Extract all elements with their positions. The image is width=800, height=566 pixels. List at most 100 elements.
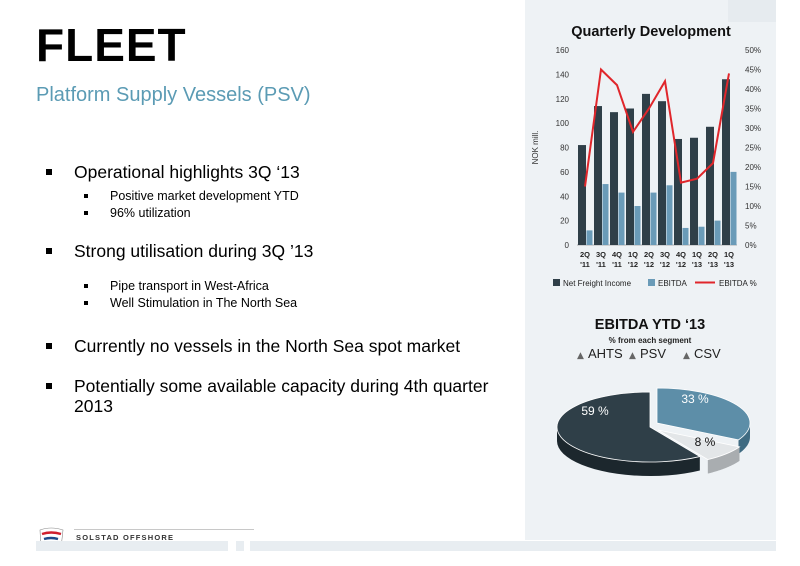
bar-ebitda: [618, 192, 625, 245]
slide-subtitle: Platform Supply Vessels (PSV): [36, 84, 311, 106]
x-tick-label: 3Q: [596, 250, 606, 259]
y2-tick-label: 15%: [745, 183, 761, 192]
legend-ebitda-percent: EBITDA %: [719, 279, 757, 288]
legend-swatch-net-freight-income: [553, 279, 560, 286]
y2-tick-label: 40%: [745, 85, 761, 94]
bar-net-freight-income: [578, 145, 586, 245]
x-tick-label: '12: [628, 260, 638, 269]
bar-ebitda: [730, 171, 737, 245]
bar-ebitda: [714, 220, 721, 245]
footer-bar-left: [36, 541, 228, 551]
pie-slice-ahts: [656, 387, 751, 441]
pie-side-ahts: [738, 422, 750, 454]
y-tick-label: 100: [556, 119, 570, 128]
bullet-strong-utilisation: Strong utilisation during 3Q ’13: [46, 241, 506, 261]
x-tick-label: 4Q: [676, 250, 686, 259]
bar-ebitda: [602, 184, 609, 245]
bar-ebitda: [650, 192, 657, 245]
bar-net-freight-income: [594, 106, 602, 245]
line-ebitda-percent: [584, 67, 730, 187]
x-tick-label: '11: [596, 260, 606, 269]
pie-side-csv: [557, 427, 700, 476]
legend-csv: CSV: [694, 346, 721, 361]
x-tick-label: 3Q: [660, 250, 670, 259]
y2-tick-label: 5%: [745, 222, 757, 231]
slide-title: FLEET: [36, 19, 187, 71]
legend-marker-csv: ▲: [683, 351, 690, 361]
bar-net-freight-income: [706, 126, 714, 245]
bar-net-freight-income: [722, 79, 730, 245]
legend-marker-psv: ▲: [629, 351, 636, 361]
y-tick-label: 0: [565, 241, 570, 250]
ebitda-pie-chart: EBITDA YTD ‘13 % from each segment ▲ AHTS ▲ P…: [556, 317, 751, 476]
y-tick-label: 20: [560, 217, 569, 226]
bar-net-freight-income: [626, 108, 634, 245]
bar-net-freight-income: [674, 138, 682, 245]
bar-net-freight-income: [610, 112, 618, 245]
bullet-capacity: Potentially some available capacity duri…: [46, 376, 506, 416]
y2-tick-label: 20%: [745, 163, 761, 172]
pie-title: EBITDA YTD ‘13: [595, 317, 705, 333]
y-axis-label: NOK mill.: [531, 131, 540, 165]
pie-subtitle: % from each segment: [609, 336, 692, 345]
pie-label-csv: 59 %: [581, 404, 609, 418]
bar-ebitda: [698, 226, 705, 245]
x-tick-label: 1Q: [692, 250, 702, 259]
y2-tick-label: 10%: [745, 202, 761, 211]
bullet-spot-market: Currently no vessels in the North Sea sp…: [46, 336, 506, 356]
x-tick-label: 2Q: [580, 250, 590, 259]
x-tick-label: '13: [724, 260, 734, 269]
legend-marker-ahts: ▲: [577, 351, 584, 361]
panel-corner: [728, 0, 776, 22]
x-tick-label: '12: [644, 260, 654, 269]
x-tick-label: '11: [580, 260, 590, 269]
sub-bullet-pipe-transport: Pipe transport in West-Africa: [46, 278, 506, 295]
x-tick-label: '13: [692, 260, 702, 269]
legend-net-freight-income: Net Freight Income: [563, 279, 632, 288]
pie-side-psv: [707, 446, 740, 474]
bar-ebitda: [634, 206, 641, 245]
y-tick-label: 60: [560, 168, 569, 177]
y2-tick-label: 30%: [745, 124, 761, 133]
y-tick-label: 80: [560, 144, 569, 153]
x-tick-label: 1Q: [628, 250, 638, 259]
legend-ahts: AHTS: [588, 346, 623, 361]
y2-tick-label: 25%: [745, 144, 761, 153]
bar-ebitda: [682, 227, 689, 245]
chart-title: Quarterly Development: [571, 24, 731, 40]
footer-bar-mid: [236, 541, 244, 551]
y2-tick-label: 0%: [745, 241, 757, 250]
bar-net-freight-income: [690, 137, 698, 245]
y-tick-label: 120: [556, 95, 570, 104]
x-tick-label: '13: [708, 260, 718, 269]
y-tick-label: 40: [560, 192, 569, 201]
legend-psv: PSV: [640, 346, 666, 361]
pie-label-ahts: 33 %: [681, 392, 709, 406]
sub-bullet-market: Positive market development YTD: [46, 188, 506, 205]
y2-tick-label: 45%: [745, 66, 761, 75]
x-tick-label: '12: [660, 260, 670, 269]
footer-bar-right: [250, 541, 776, 551]
bar-net-freight-income: [658, 101, 666, 245]
y-tick-label: 140: [556, 70, 570, 79]
sub-bullet-utilization: 96% utilization: [46, 205, 506, 222]
x-tick-label: '11: [612, 260, 622, 269]
legend-swatch-ebitda: [648, 279, 655, 286]
legend-ebitda: EBITDA: [658, 279, 688, 288]
y-tick-label: 160: [556, 46, 570, 55]
x-tick-label: 2Q: [708, 250, 718, 259]
pie-label-psv: 8 %: [695, 435, 716, 449]
x-tick-label: '12: [676, 260, 686, 269]
bullet-operational: Operational highlights 3Q ‘13: [46, 162, 506, 182]
x-tick-label: 4Q: [612, 250, 622, 259]
footer-rule: [74, 529, 254, 530]
logo-text: SOLSTAD OFFSHORE: [76, 533, 175, 542]
bullet-list: Operational highlights 3Q ‘13 Positive m…: [46, 162, 506, 416]
bar-net-freight-income: [642, 93, 650, 245]
bar-ebitda: [666, 185, 673, 245]
sub-bullet-well-stimulation: Well Stimulation in The North Sea: [46, 295, 506, 312]
x-tick-label: 1Q: [724, 250, 734, 259]
pie-slice-psv: [657, 429, 741, 460]
y2-tick-label: 35%: [745, 105, 761, 114]
pie-slice-csv: [556, 391, 701, 463]
